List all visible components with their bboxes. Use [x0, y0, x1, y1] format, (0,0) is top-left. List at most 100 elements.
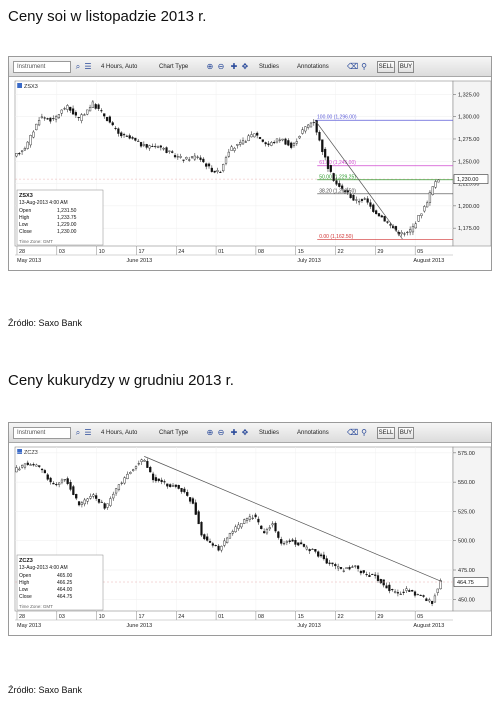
info-box-datetime: 13-Aug-2013 4:00 AM	[19, 200, 68, 206]
sell-button[interactable]: SELL	[377, 427, 395, 439]
candle-body	[173, 155, 177, 158]
candle-body	[177, 484, 180, 489]
candle-body	[142, 144, 145, 146]
chart-type-menu[interactable]: Chart Type	[159, 64, 189, 70]
candle-body	[77, 501, 81, 506]
candle-body	[348, 567, 351, 570]
pan-icon[interactable]: ✥	[241, 62, 249, 71]
search-icon[interactable]: ⌕	[75, 428, 81, 437]
buy-button[interactable]: BUY	[398, 61, 414, 73]
candle-body	[408, 590, 411, 592]
buy-button[interactable]: BUY	[398, 427, 414, 439]
candle-body	[199, 157, 202, 160]
x-tick-label: 15	[298, 249, 304, 255]
candle-body	[332, 173, 335, 181]
candle-body	[57, 114, 61, 119]
candle-body	[372, 204, 375, 212]
candle-body	[132, 469, 135, 471]
candle-body	[292, 143, 296, 146]
candle-body	[312, 122, 315, 124]
candle-body	[434, 181, 437, 188]
price-chart-1[interactable]: ZSX3 1,325.00 1,300.00 1,275.00 1,250.00 1,22…	[9, 77, 491, 270]
candle-body	[188, 497, 192, 502]
info-box-row-value: 1,229.00	[57, 222, 77, 228]
y-axis-panel	[452, 80, 491, 247]
candle-body	[166, 483, 169, 487]
candle-body	[260, 525, 263, 530]
candle-body	[171, 151, 174, 153]
chart-type-menu[interactable]: Chart Type	[159, 430, 189, 436]
candle-body	[314, 548, 317, 552]
candle-body	[145, 144, 148, 148]
list-icon[interactable]: ☰	[84, 62, 92, 71]
candle-body	[274, 522, 277, 532]
candle-body	[162, 148, 165, 150]
info-box-row-value: 465.00	[57, 573, 73, 579]
symbol-marker	[17, 449, 22, 454]
candle-body	[409, 229, 412, 233]
candle-body	[122, 134, 126, 136]
studies-menu[interactable]: Studies	[259, 430, 280, 436]
candle-body	[77, 117, 80, 119]
candle-body	[174, 484, 177, 487]
candle-body	[43, 117, 46, 119]
candle-body	[128, 135, 131, 139]
chart-toolbar: Instrument ⌕ ☰ 4 Hours, Auto Chart Type …	[9, 57, 491, 77]
instrument-input[interactable]: Instrument	[13, 427, 71, 439]
crosshair-icon[interactable]: ✚	[230, 62, 238, 71]
instrument-input[interactable]: Instrument	[13, 61, 71, 73]
candle-body	[437, 179, 440, 183]
candle-body	[134, 466, 138, 469]
studies-menu[interactable]: Studies	[259, 64, 280, 70]
list-icon[interactable]: ☰	[84, 428, 92, 437]
interval-dropdown[interactable]: 4 Hours, Auto	[101, 64, 138, 70]
candle-body	[239, 142, 242, 145]
price-chart-2[interactable]: ZCZ3 575.00 550.00 525.00 500.00 475.00 450.00…	[9, 443, 491, 635]
x-tick-label: 03	[59, 249, 65, 255]
interval-dropdown[interactable]: 4 Hours, Auto	[101, 430, 138, 436]
candle-body	[38, 465, 41, 467]
candle-body	[191, 498, 195, 504]
zoom-in-icon[interactable]: ⊕	[206, 62, 214, 71]
candle-body	[282, 543, 286, 545]
candle-body	[69, 106, 72, 111]
eraser-icon[interactable]: ⌫	[347, 428, 359, 437]
candle-body	[216, 170, 219, 172]
info-box-row-label: Open	[19, 573, 31, 579]
zoom-out-icon[interactable]: ⊖	[217, 62, 225, 71]
pin-icon[interactable]: ⚲	[361, 62, 367, 71]
eraser-icon[interactable]: ⌫	[347, 62, 359, 71]
zoom-out-icon[interactable]: ⊖	[217, 428, 225, 437]
y-tick-label: 1,300.00	[458, 115, 479, 121]
candle-body	[302, 544, 306, 547]
pin-icon[interactable]: ⚲	[361, 428, 367, 437]
candle-body	[315, 120, 318, 133]
sell-button[interactable]: SELL	[377, 61, 395, 73]
search-icon[interactable]: ⌕	[75, 62, 81, 71]
chart-2-source: Źródło: Saxo Bank	[8, 685, 83, 695]
candle-body	[329, 165, 332, 172]
candle-body	[89, 496, 92, 499]
info-box-symbol: ZSX3	[19, 193, 33, 199]
candle-body	[248, 516, 251, 520]
candle-body	[250, 134, 253, 138]
annotations-menu[interactable]: Annotations	[297, 64, 329, 70]
crosshair-icon[interactable]: ✚	[230, 428, 238, 437]
pan-icon[interactable]: ✥	[241, 428, 249, 437]
info-box-row-label: Close	[19, 229, 32, 235]
annotations-menu[interactable]: Annotations	[297, 430, 329, 436]
x-month-label: May 2013	[17, 623, 41, 629]
fib-level-label: 50.00 (1,229.25)	[319, 174, 356, 180]
candle-body	[393, 591, 397, 593]
candle-body	[359, 570, 363, 574]
candle-body	[72, 486, 75, 495]
info-box-row-value: 466.25	[57, 580, 73, 586]
candle-body	[120, 132, 123, 137]
candle-body	[326, 156, 330, 169]
candle-body	[352, 195, 355, 201]
x-tick-label: 03	[59, 614, 65, 620]
y-tick-label: 1,250.00	[458, 159, 479, 165]
candle-body	[208, 541, 212, 543]
zoom-in-icon[interactable]: ⊕	[206, 428, 214, 437]
x-tick-label: 22	[338, 614, 344, 620]
